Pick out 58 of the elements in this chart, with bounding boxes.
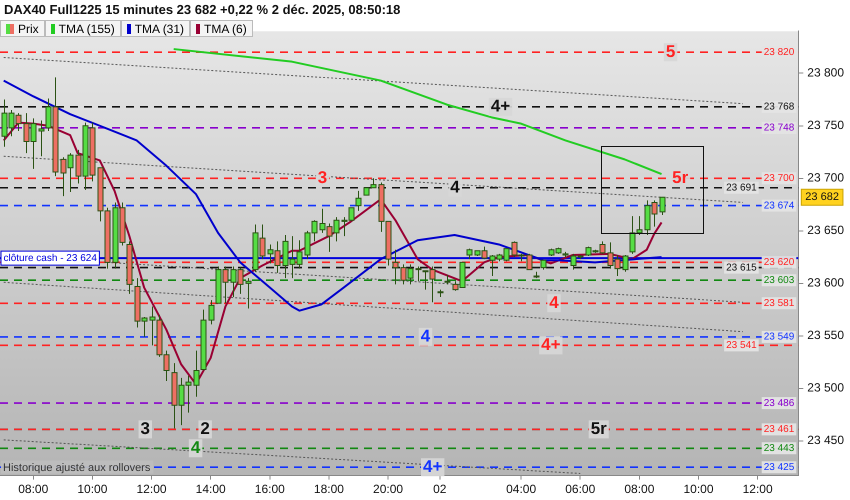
ref-line-label: 23 768: [764, 102, 795, 113]
ref-line-label: 23 443: [764, 443, 795, 454]
x-tick-label: 10:00: [683, 482, 714, 496]
ref-line-label: 23 748: [764, 122, 795, 134]
x-tick-label: 10:00: [77, 482, 108, 496]
annotation: 5: [666, 42, 676, 61]
x-tick-label: 18:00: [314, 482, 344, 496]
annotation: Historique ajusté aux rollovers: [3, 462, 151, 474]
y-tick-label: 23 550: [807, 328, 844, 342]
x-tick-label: 16:00: [254, 482, 286, 496]
annotation: 4: [450, 177, 460, 196]
ref-line-label: 23 461: [764, 424, 795, 436]
ref-line-label: 23 700: [764, 173, 795, 184]
ref-line-label: 23 541: [726, 340, 758, 352]
x-tick-label: 08:00: [18, 482, 49, 496]
x-tick-label: 12:00: [136, 482, 167, 496]
ref-line-label: 23 581: [764, 298, 795, 310]
ref-line-label: 23 603: [764, 274, 795, 286]
legend-label: TMA (31): [134, 22, 184, 36]
y-tick-label: 23 700: [807, 170, 844, 185]
x-tick-label: 06:00: [565, 482, 596, 496]
chart-title: DAX40 Full1225 15 minutes 23 682 +0,22 % 2 déc. 2025, 08:50:18: [4, 2, 400, 17]
y-tick-label: 23 750: [807, 118, 844, 132]
annotation: 4+: [490, 96, 510, 116]
y-tick-label: 23 600: [807, 276, 844, 290]
ref-line-label: 23 674: [764, 200, 795, 212]
ref-line-label: 23 425: [764, 462, 795, 473]
x-tick-label: 02: [433, 482, 447, 496]
y-tick-label: 23 500: [807, 380, 844, 395]
x-tick-label: 14:00: [196, 482, 226, 496]
ref-line-label: 23 620: [764, 257, 795, 268]
ref-line-label: 23 549: [764, 332, 795, 343]
x-tick-label: 20:00: [373, 482, 404, 496]
legend-label: TMA (155): [58, 22, 115, 36]
y-tick-label: 23 650: [807, 223, 844, 238]
x-tick-label: 08:00: [624, 482, 655, 496]
annotation: 5r: [672, 168, 689, 187]
legend-label: TMA (6): [204, 22, 247, 36]
ref-line-label: 23 486: [764, 398, 795, 409]
annotation: 4: [549, 292, 560, 312]
legend-label: Prix: [18, 22, 39, 36]
ref-line-label: 23 820: [764, 46, 795, 58]
annotation: 23 682: [805, 191, 839, 204]
annotation: 5r: [590, 419, 608, 438]
ref-line-label: 23 615: [726, 262, 758, 274]
annotation: 4+: [422, 456, 442, 476]
annotation: 4: [420, 326, 431, 346]
y-tick-label: 23 800: [807, 66, 844, 80]
x-tick-label: 12:00: [742, 482, 773, 496]
y-tick-label: 23 450: [807, 433, 844, 448]
annotation: 4: [190, 438, 201, 457]
annotation: 4+: [541, 335, 561, 354]
ref-line-label: clôture cash - 23 624: [4, 252, 98, 264]
annotation: 3: [318, 168, 328, 187]
annotation: 3: [140, 419, 150, 438]
x-tick-label: 04:00: [506, 482, 536, 496]
ref-line-label: 23 691: [726, 182, 758, 194]
annotation: 2: [200, 419, 210, 438]
